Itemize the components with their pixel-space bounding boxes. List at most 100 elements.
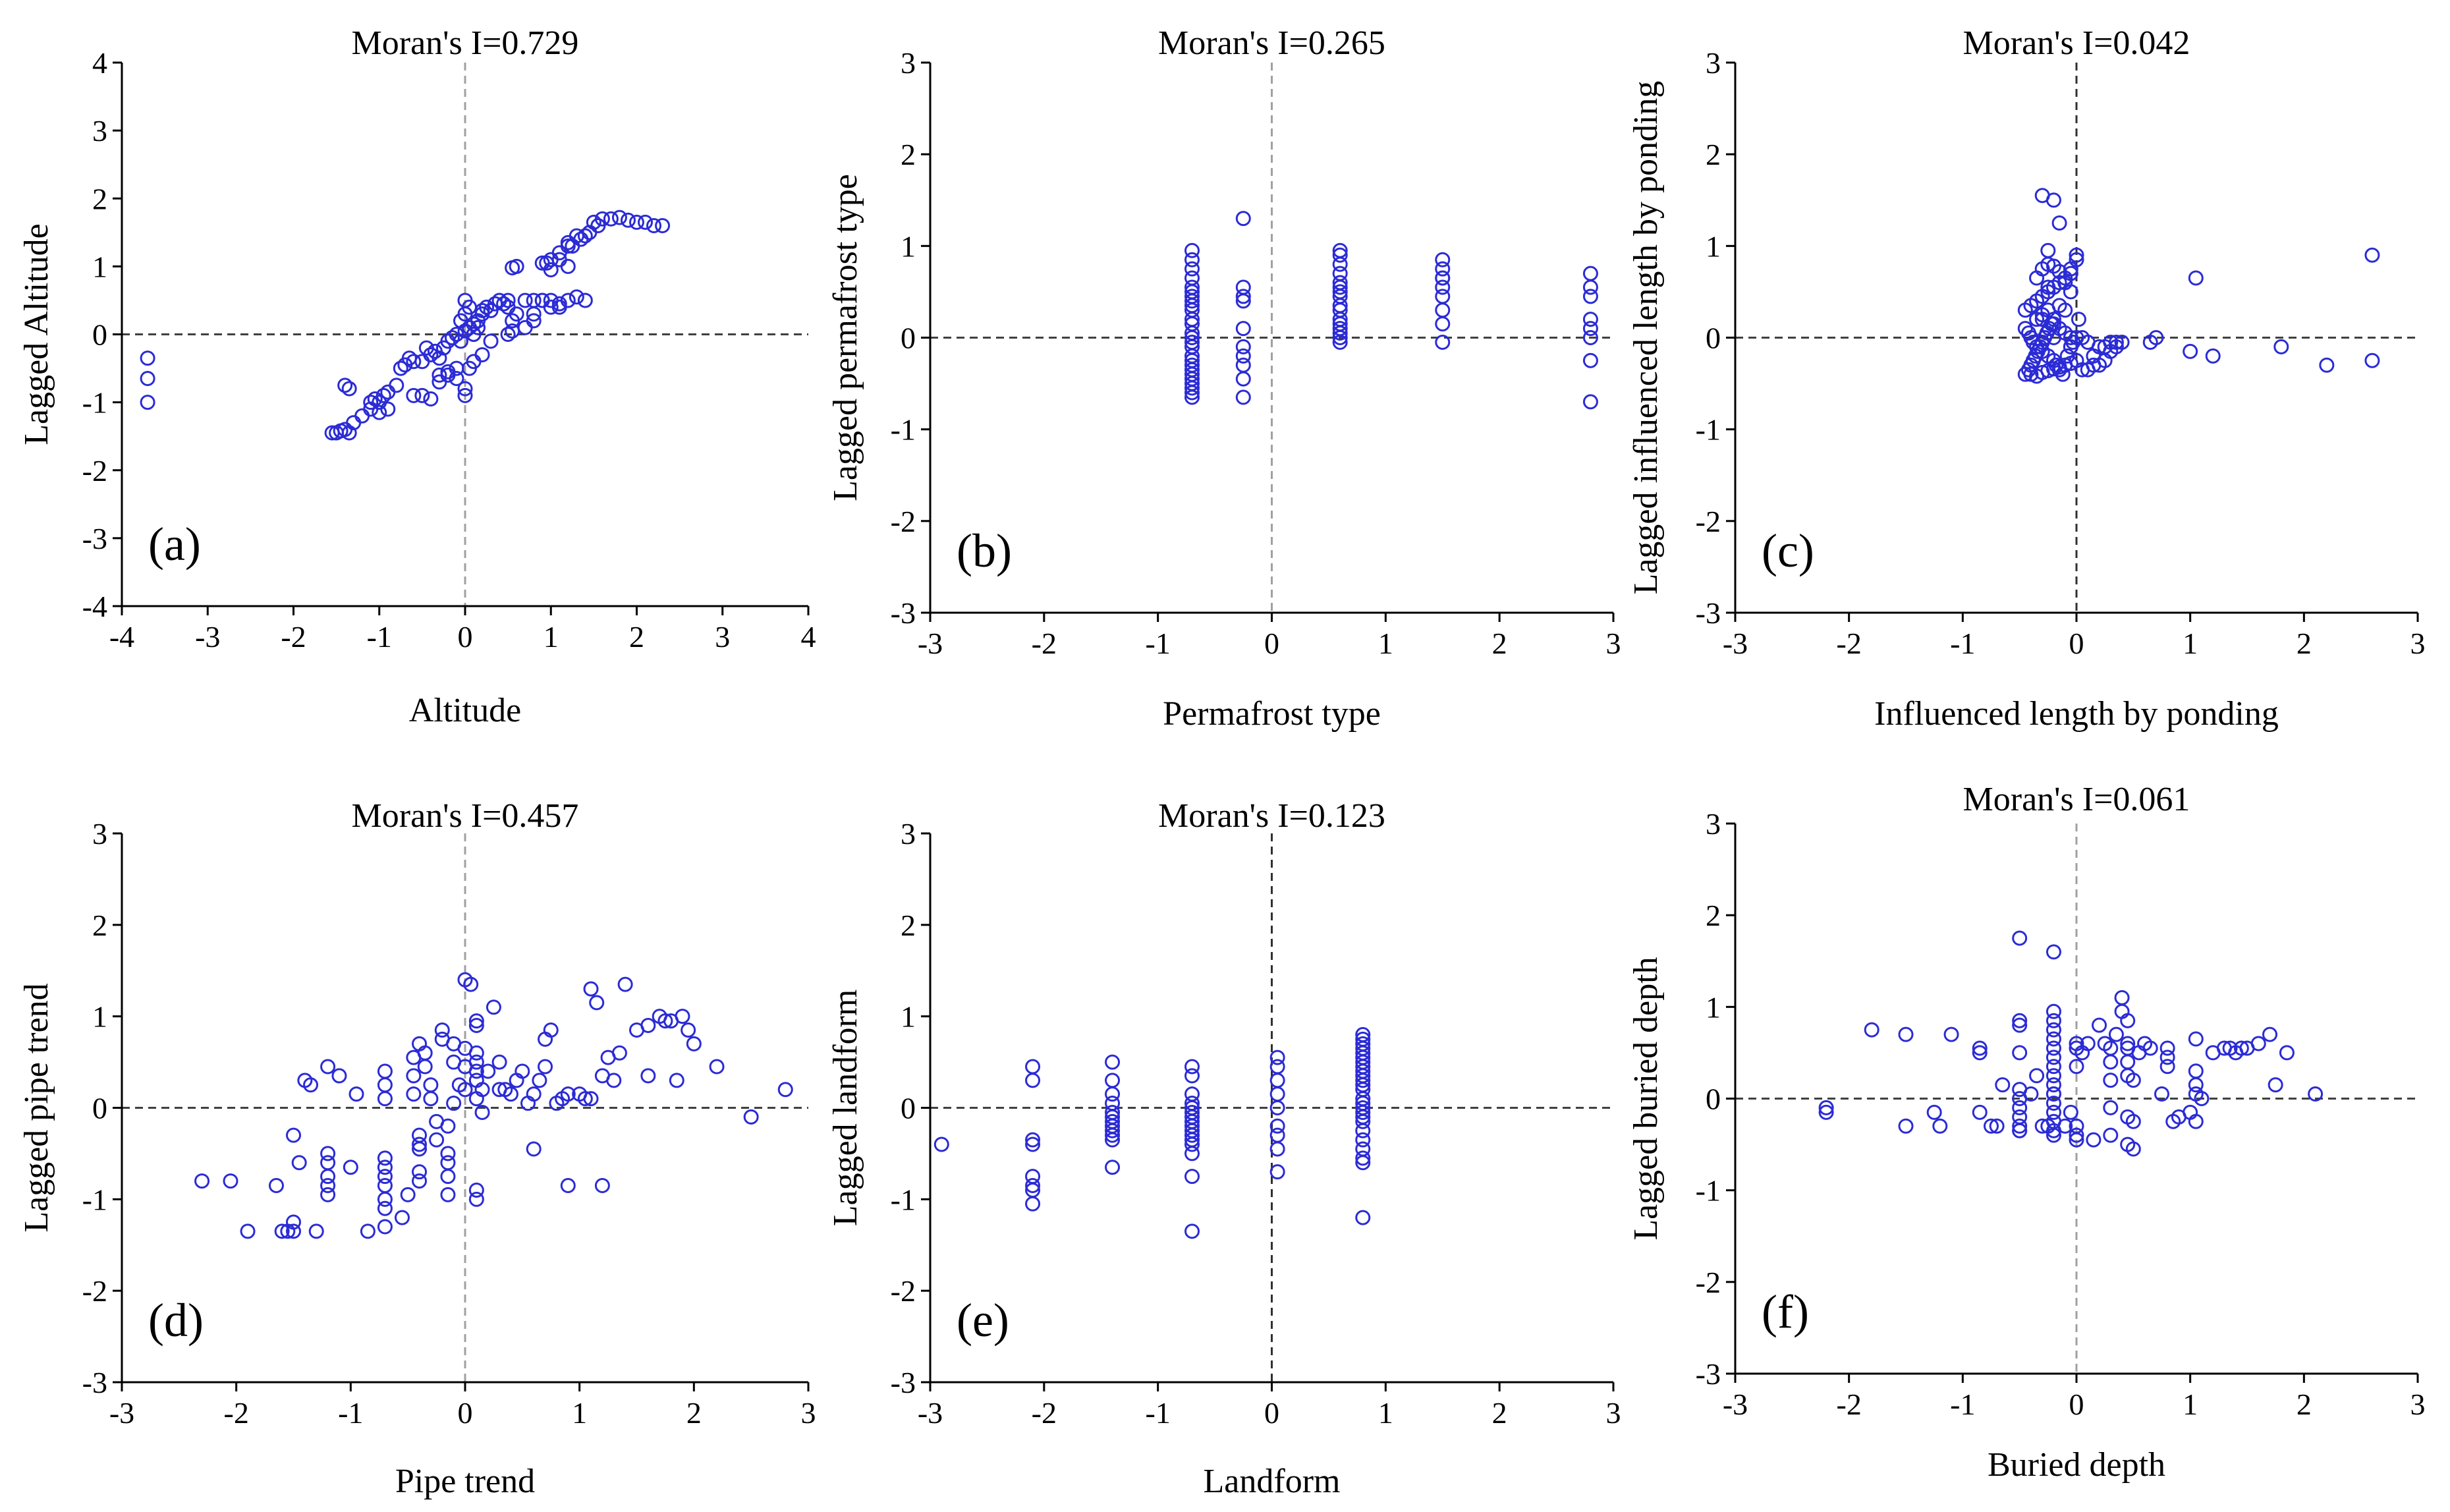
data-point (2069, 252, 2084, 267)
data-point (1105, 1086, 1121, 1102)
data-point (1984, 1118, 1999, 1134)
data-point (474, 1104, 490, 1120)
data-point (429, 1132, 445, 1148)
data-point (444, 330, 460, 346)
data-point (517, 293, 533, 308)
x-tick-label: -3 (918, 1396, 943, 1430)
data-point (468, 1063, 484, 1079)
x-tick-label: -3 (195, 620, 220, 654)
data-point (2046, 944, 2061, 960)
data-point (1235, 357, 1251, 373)
data-point (389, 378, 404, 393)
x-tick-label: -1 (1950, 1387, 1975, 1421)
data-point (320, 1146, 336, 1162)
data-point (2046, 1127, 2061, 1143)
data-point (1898, 1026, 1914, 1042)
data-point (2188, 270, 2204, 286)
y-tick-label: -3 (1696, 1357, 1721, 1391)
x-tick-label: 1 (572, 1396, 587, 1430)
data-point (1184, 1169, 1200, 1185)
data-point (538, 1059, 553, 1075)
data-point (468, 1054, 484, 1070)
y-axis-title: Lagged landform (827, 990, 864, 1227)
data-point (1025, 1196, 1041, 1212)
data-point (1582, 289, 1598, 304)
data-point (457, 381, 473, 397)
data-point (1355, 1104, 1371, 1120)
data-point (286, 1127, 301, 1143)
data-point (320, 1187, 336, 1202)
data-point (569, 289, 584, 305)
data-point (2188, 1077, 2204, 1093)
data-point (2080, 1036, 2096, 1051)
y-tick-label: -2 (891, 1274, 916, 1308)
data-point (2046, 1022, 2061, 1038)
data-point (491, 1082, 507, 1098)
data-point (2120, 1054, 2136, 1070)
data-point (140, 395, 155, 410)
data-point (2046, 330, 2061, 345)
y-tick-label: 1 (1706, 990, 1721, 1024)
data-point (1184, 380, 1200, 396)
data-point (457, 1082, 473, 1098)
data-point (2063, 339, 2078, 354)
data-point (505, 323, 520, 339)
data-point (603, 211, 619, 227)
data-point (2071, 312, 2086, 327)
data-point (2012, 1013, 2028, 1028)
data-point (423, 391, 439, 406)
data-point (377, 1063, 393, 1079)
data-point (1105, 1073, 1121, 1088)
data-point (363, 401, 379, 417)
x-tick-label: -2 (1837, 1387, 1862, 1421)
y-tick-label: 2 (92, 182, 107, 215)
x-tick-label: 1 (2183, 1387, 2198, 1421)
data-point (1105, 1160, 1121, 1175)
data-point (1332, 247, 1348, 263)
data-point (526, 1141, 542, 1157)
data-point (320, 1155, 336, 1171)
x-tick-label: 3 (715, 620, 730, 654)
data-point (1864, 1022, 1879, 1038)
data-point (2046, 1013, 2061, 1028)
data-point (2183, 343, 2198, 359)
data-point (2059, 348, 2075, 364)
data-point (2154, 1086, 2169, 1102)
y-axis-title: Lagged Altitude (18, 223, 55, 445)
data-point (463, 976, 479, 992)
data-point (526, 1086, 542, 1102)
data-point (1332, 279, 1348, 295)
data-point (1269, 1073, 1285, 1088)
data-point (2069, 1127, 2084, 1143)
data-point (1184, 330, 1200, 345)
x-tick-label: 3 (1606, 627, 1621, 660)
data-point (2188, 1031, 2204, 1047)
y-tick-label: 2 (1706, 138, 1721, 171)
data-point (394, 1210, 410, 1225)
data-point (412, 1141, 428, 1157)
data-point (1184, 385, 1200, 401)
x-tick-label: -2 (1837, 627, 1862, 660)
panel-f: -3 -2 -1 0 1 2 3 -3 -2 -1 0 1 2 3 Moran's I=0.061 (f) Bu… (1627, 781, 2426, 1484)
y-tick-label: 3 (1706, 807, 1721, 841)
x-tick-label: -1 (338, 1396, 363, 1430)
data-point (380, 384, 396, 400)
data-point (1332, 334, 1348, 350)
data-point (1582, 352, 1598, 368)
data-point (2051, 215, 2067, 231)
data-point (1435, 270, 1451, 286)
data-point (1025, 1073, 1041, 1088)
data-point (2034, 312, 2050, 327)
data-point (343, 1160, 358, 1175)
data-point (2046, 1077, 2061, 1093)
x-tick-label: 0 (1264, 627, 1279, 660)
data-point (1435, 316, 1451, 332)
panel-title: Moran's I=0.457 (352, 797, 579, 835)
x-tick-label: -1 (1950, 627, 1975, 660)
data-point (517, 320, 533, 335)
data-point (2148, 330, 2164, 345)
data-point (1269, 1086, 1285, 1102)
data-point (406, 387, 422, 403)
data-point (449, 371, 464, 387)
panel-letter: (e) (957, 1294, 1009, 1347)
